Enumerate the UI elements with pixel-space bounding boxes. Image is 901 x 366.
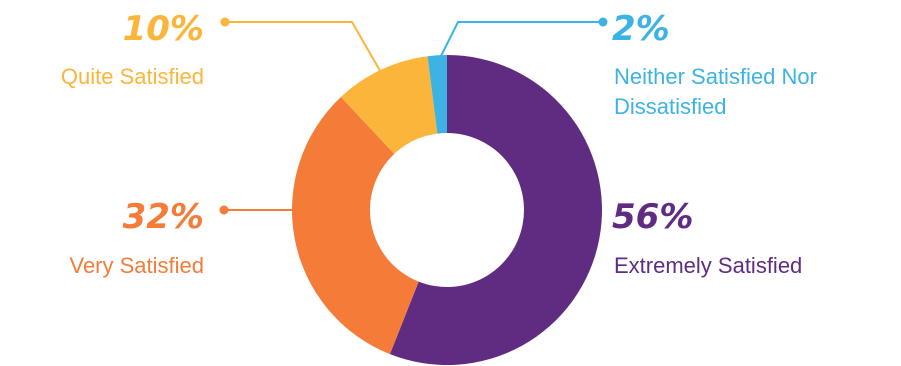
slice-neither-satisfied-nor-dissatisfied bbox=[427, 55, 447, 134]
slice-quite-satisfied bbox=[340, 56, 438, 154]
label-very-satisfied: Very Satisfied bbox=[69, 253, 204, 278]
connector-quite-satisfied bbox=[220, 17, 384, 77]
value-extremely-satisfied: 56% bbox=[612, 197, 693, 237]
label-quite-satisfied: Quite Satisfied bbox=[61, 64, 204, 89]
value-neither: 2% bbox=[612, 9, 670, 49]
slice-very-satisfied bbox=[291, 97, 419, 355]
connector-very-satisfied bbox=[219, 205, 296, 215]
label-neither-line2: Dissatisfied bbox=[614, 94, 726, 119]
connector-neither bbox=[437, 17, 608, 63]
donut-slices bbox=[291, 55, 602, 365]
label-extremely-satisfied: Extremely Satisfied bbox=[614, 253, 802, 278]
slice-extremely-satisfied bbox=[389, 55, 602, 365]
value-quite-satisfied: 10% bbox=[123, 9, 204, 49]
label-neither-line1: Neither Satisfied Nor bbox=[614, 64, 817, 89]
value-very-satisfied: 32% bbox=[123, 197, 204, 237]
